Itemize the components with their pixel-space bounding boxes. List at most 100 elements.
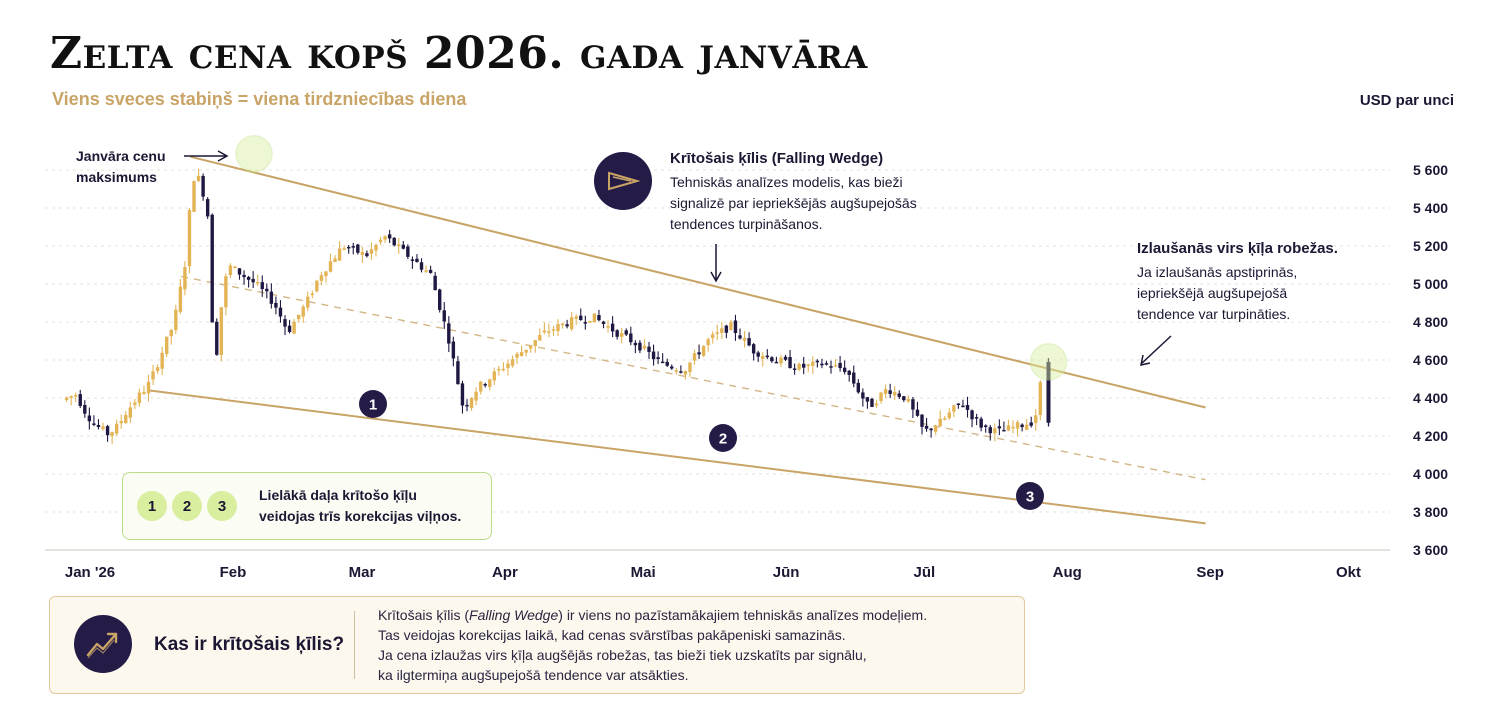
breakout-desc-2: iepriekšējā augšupejošā <box>1137 285 1288 301</box>
chart-subtitle: Viens sveces stabiņš = viena tirdzniecīb… <box>52 89 467 109</box>
candle-body <box>824 363 829 365</box>
candle-body <box>974 417 979 419</box>
candle-body <box>201 175 205 197</box>
candle-body <box>438 289 442 310</box>
candle-body <box>610 323 615 332</box>
wave-marker-label: 1 <box>369 397 377 414</box>
candle-body <box>606 326 610 328</box>
candle-body <box>547 331 551 333</box>
candle-body <box>315 280 319 292</box>
candle-body <box>397 244 401 246</box>
candle-body <box>965 404 970 410</box>
candle-body <box>506 363 510 369</box>
candle-body <box>419 262 424 270</box>
candle-body <box>911 399 915 410</box>
candle-body <box>724 325 729 333</box>
candle-body <box>788 357 792 369</box>
candle-body <box>301 306 305 317</box>
candle-body <box>337 248 342 261</box>
y-tick-label: 4 400 <box>1413 390 1448 406</box>
candle-body <box>442 310 446 322</box>
candle-body <box>460 383 465 406</box>
candle-body <box>114 423 119 434</box>
candle-body <box>269 291 274 304</box>
wave-badge-2: 2 <box>172 491 202 521</box>
candle-body <box>997 426 1002 429</box>
candle-body <box>492 371 497 381</box>
candle-body <box>733 320 738 334</box>
candle-body <box>392 237 396 246</box>
candle-body <box>674 370 679 372</box>
waves-text-line2: veidojas trīs korekcijas viļņos. <box>259 508 462 524</box>
candle-body <box>319 275 324 281</box>
x-tick-label: Apr <box>492 564 518 581</box>
candle-body <box>829 366 833 368</box>
candle-body <box>1034 415 1038 424</box>
candle-body <box>124 415 128 424</box>
candle-body <box>488 379 492 387</box>
candle-body <box>515 353 519 358</box>
candle-body <box>365 253 369 257</box>
info-line-4: ka ilgtermiņa augšupejošā tendence var a… <box>378 667 689 683</box>
y-unit-label: USD par unci <box>1359 92 1454 109</box>
candle-body <box>856 382 861 393</box>
breakout-desc-3: tendence var turpināties. <box>1137 306 1291 322</box>
candle-body <box>378 239 383 243</box>
candle-body <box>711 334 715 338</box>
y-tick-label: 5 200 <box>1413 238 1448 254</box>
candle-body <box>324 271 328 277</box>
candle-body <box>933 426 938 432</box>
peak-annotation-line2: maksimums <box>76 169 157 185</box>
candle-body <box>601 321 606 324</box>
candle-body <box>870 398 874 407</box>
candle-body <box>433 275 437 291</box>
candle-body <box>742 337 747 341</box>
candle-body <box>219 307 224 355</box>
candle-body <box>970 410 974 420</box>
candle-body <box>879 392 883 402</box>
candle-body <box>410 259 415 261</box>
candle-body <box>833 364 838 367</box>
candle-body <box>874 403 879 406</box>
waves-text-line1: Lielākā daļa krītošo ķīļu <box>259 487 417 503</box>
x-tick-labels: Jan '26 Feb Mar Apr Mai Jūn Jūl Aug Sep Okt <box>65 564 1361 581</box>
candle-body <box>906 399 911 402</box>
candle-body <box>620 333 624 337</box>
candle-body <box>328 261 333 272</box>
candle-body <box>893 391 897 396</box>
candle-body <box>984 425 988 427</box>
info-text: Krītošais ķīlis (Falling Wedge) ir viens… <box>378 605 927 685</box>
info-box: Kas ir krītošais ķīlis? Krītošais ķīlis … <box>49 596 1025 694</box>
candle-body <box>474 391 478 401</box>
candle-body <box>483 384 487 386</box>
wave-marker-label: 3 <box>1026 489 1034 506</box>
candle-body <box>101 426 105 429</box>
wedge-arrow <box>710 244 722 283</box>
candle-body <box>779 357 783 364</box>
candle-body <box>952 405 956 412</box>
candle-body <box>720 328 724 333</box>
candle-body <box>938 418 942 427</box>
candle-body <box>706 339 710 346</box>
candle-body <box>947 412 952 419</box>
candle-body <box>647 346 651 352</box>
y-tick-labels: 3 600 3 800 4 000 4 200 4 400 4 600 4 800 5 000… <box>1413 162 1448 558</box>
candle-body <box>770 357 774 362</box>
y-tick-label: 5 400 <box>1413 200 1448 216</box>
candle-body <box>688 362 692 373</box>
candle-body <box>638 342 642 351</box>
chart-markers: 1 2 3 <box>184 135 1172 510</box>
candle-body <box>956 403 961 405</box>
candle-body <box>670 366 674 369</box>
candle-body <box>861 392 865 399</box>
candle-body <box>783 356 788 360</box>
peak-arrow <box>184 150 229 162</box>
candle-body <box>119 421 123 424</box>
candle-body <box>369 249 374 254</box>
candle-body <box>556 324 560 332</box>
wave-marker-3 <box>1016 482 1044 510</box>
candles <box>64 168 1051 444</box>
candle-body <box>524 349 528 353</box>
candle-body <box>146 381 151 394</box>
candle-body <box>469 398 474 408</box>
